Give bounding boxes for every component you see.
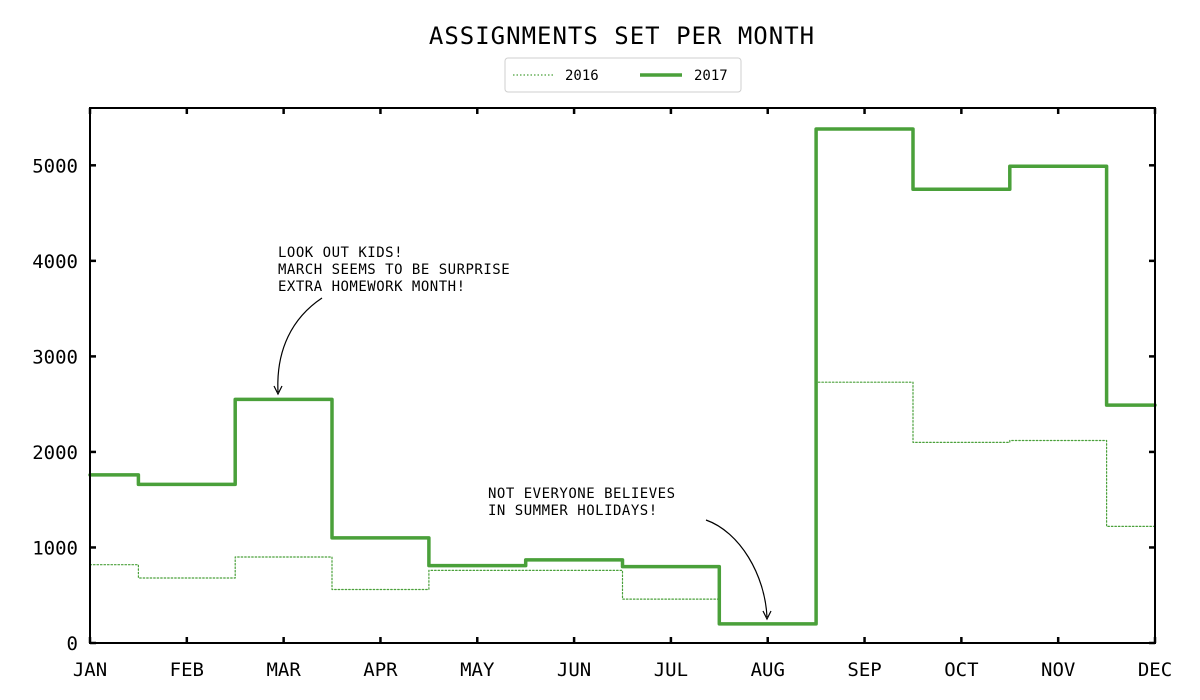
x-tick-label: APR bbox=[363, 659, 398, 681]
axes-frame bbox=[89, 107, 1156, 644]
legend: 2016 2017 bbox=[504, 57, 742, 93]
y-tick-label: 0 bbox=[67, 633, 78, 655]
y-tick-label: 5000 bbox=[32, 155, 78, 177]
y-tick-label: 4000 bbox=[32, 251, 78, 273]
series-line-2017 bbox=[88, 127, 1157, 626]
annotation-arrowhead bbox=[762, 610, 772, 621]
chart-title: ASSIGNMENTS SET PER MONTH bbox=[429, 22, 815, 50]
x-tick-label: JAN bbox=[73, 659, 107, 681]
x-tick-label: NOV bbox=[1041, 659, 1075, 681]
annotation-text: EXTRA HOMEWORK MONTH! bbox=[278, 279, 466, 295]
annotation-text: LOOK OUT KIDS! bbox=[278, 245, 403, 261]
y-tick-label: 2000 bbox=[32, 442, 78, 464]
legend-box bbox=[504, 57, 742, 93]
y-tick-label: 1000 bbox=[32, 537, 78, 559]
x-tick-label: FEB bbox=[170, 659, 204, 681]
annotation-arrow bbox=[277, 297, 323, 393]
legend-label-2017: 2017 bbox=[694, 68, 728, 84]
x-tick-label: JUN bbox=[557, 659, 591, 681]
plot-area: JAN FEB MAR APR MAY JUN JUL AUG SEP OCT NOV DEC 0 100… bbox=[32, 107, 1172, 681]
legend-label-2016: 2016 bbox=[565, 68, 599, 84]
x-tick-label: SEP bbox=[847, 659, 881, 681]
x-tick-label: JUL bbox=[654, 659, 688, 681]
x-tick-label: OCT bbox=[944, 659, 978, 681]
x-tick-label: MAR bbox=[266, 659, 301, 681]
annotation-text: NOT EVERYONE BELIEVES bbox=[488, 486, 676, 502]
x-tick-label: MAY bbox=[460, 659, 495, 681]
annotation-text: MARCH SEEMS TO BE SURPRISE bbox=[278, 262, 510, 278]
x-tick-label: AUG bbox=[751, 659, 785, 681]
x-tick-label: DEC bbox=[1138, 659, 1172, 681]
annotation-text: IN SUMMER HOLIDAYS! bbox=[488, 503, 658, 519]
y-tick-label: 3000 bbox=[32, 346, 78, 368]
series-line-2016 bbox=[89, 381, 1156, 625]
annotation-arrow bbox=[705, 519, 768, 618]
annotation-arrowhead bbox=[273, 385, 283, 396]
